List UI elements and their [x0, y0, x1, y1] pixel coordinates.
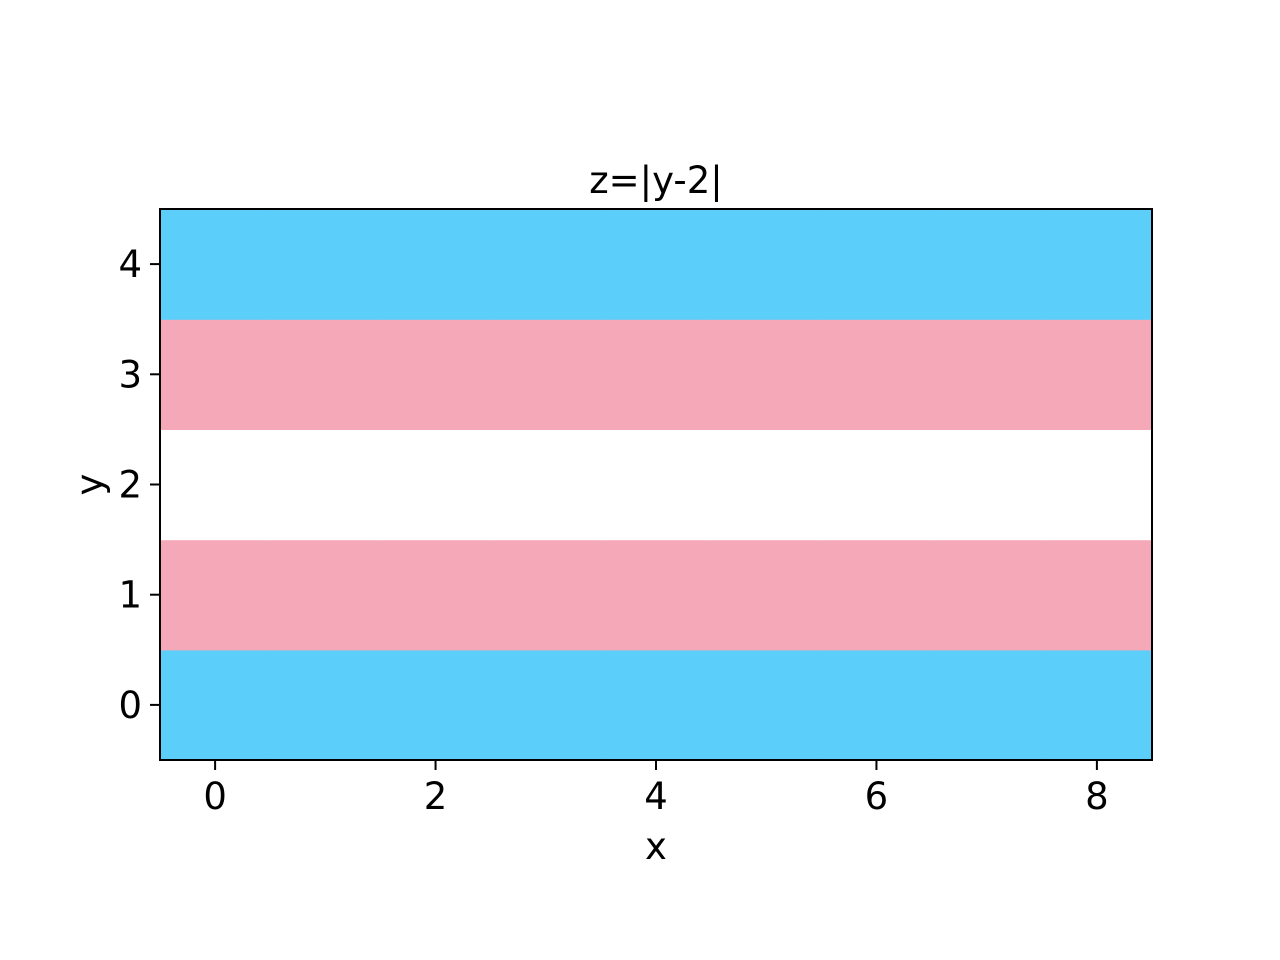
y-tick-label: 1	[118, 574, 142, 617]
x-tick-label: 6	[865, 775, 889, 818]
heatmap-cell	[600, 209, 712, 320]
heatmap-cell	[270, 209, 382, 320]
y-tick-label: 0	[118, 684, 142, 727]
heatmap-cell	[931, 539, 1043, 651]
heatmap-cell	[380, 429, 492, 541]
heatmap-cell	[711, 429, 822, 541]
x-tick-label: 4	[644, 775, 668, 818]
heatmap-cell	[711, 649, 822, 761]
heatmap-cell	[380, 209, 492, 320]
heatmap-cell	[160, 539, 271, 651]
heatmap-cell	[1041, 539, 1153, 651]
heatmap-cell	[600, 649, 712, 761]
heatmap-cell	[711, 319, 822, 430]
heatmap-cells	[160, 209, 1153, 761]
heatmap-cell	[931, 209, 1043, 320]
heatmap-cell	[931, 649, 1043, 761]
heatmap-cell	[160, 209, 271, 320]
y-axis-ticks: 0 1 2 3 4	[118, 243, 160, 727]
heatmap-cell	[270, 539, 382, 651]
heatmap-cell	[490, 319, 602, 430]
heatmap-cell	[380, 539, 492, 651]
heatmap-cell	[821, 429, 933, 541]
y-tick-label: 2	[118, 464, 142, 507]
y-tick-label: 4	[118, 243, 142, 286]
heatmap-cell	[490, 429, 602, 541]
heatmap-cell	[490, 649, 602, 761]
heatmap-cell	[1041, 209, 1153, 320]
chart-title: z=|y-2|	[589, 159, 723, 202]
heatmap-cell	[821, 649, 933, 761]
x-axis-label: x	[645, 825, 667, 868]
heatmap-cell	[1041, 649, 1153, 761]
heatmap-cell	[600, 319, 712, 430]
heatmap-cell	[270, 429, 382, 541]
heatmap-cell	[821, 209, 933, 320]
heatmap-cell	[160, 319, 271, 430]
heatmap-cell	[821, 319, 933, 430]
y-tick-label: 3	[118, 353, 142, 396]
heatmap-cell	[711, 209, 822, 320]
x-tick-label: 2	[424, 775, 448, 818]
heatmap-cell	[380, 649, 492, 761]
heatmap-cell	[1041, 429, 1153, 541]
x-axis-ticks: 0 2 4 6 8	[203, 760, 1109, 818]
heatmap-cell	[380, 319, 492, 430]
heatmap-cell	[490, 539, 602, 651]
heatmap-cell	[931, 429, 1043, 541]
heatmap-cell	[270, 649, 382, 761]
heatmap-cell	[160, 649, 271, 761]
y-axis-label: y	[68, 474, 111, 496]
heatmap-cell	[160, 429, 271, 541]
heatmap-cell	[711, 539, 822, 651]
heatmap-cell	[270, 319, 382, 430]
x-tick-label: 0	[203, 775, 227, 818]
heatmap-cell	[490, 209, 602, 320]
heatmap-cell	[600, 429, 712, 541]
heatmap-cell	[931, 319, 1043, 430]
heatmap-cell	[821, 539, 933, 651]
x-tick-label: 8	[1085, 775, 1109, 818]
heatmap-cell	[600, 539, 712, 651]
heatmap-cell	[1041, 319, 1153, 430]
